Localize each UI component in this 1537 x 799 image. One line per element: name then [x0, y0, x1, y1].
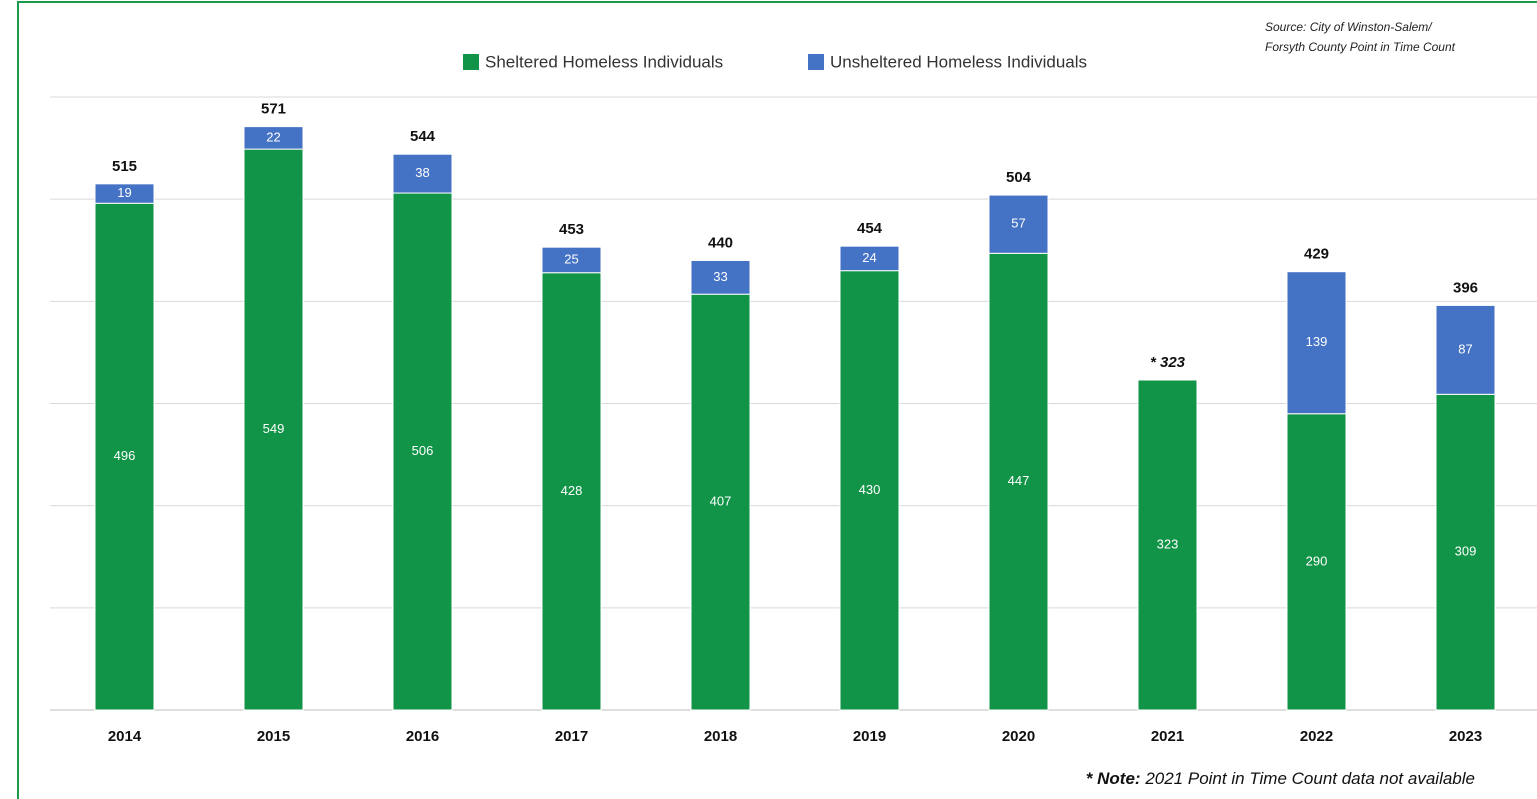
total-label: 571	[261, 101, 286, 118]
data-label: 19	[117, 185, 131, 200]
data-label: 309	[1455, 544, 1477, 559]
source-line: Source: City of Winston-Salem/	[1265, 20, 1433, 34]
bar-segment	[988, 252, 1049, 711]
x-tick-label: 2014	[108, 728, 142, 745]
data-label: 57	[1011, 216, 1025, 231]
x-tick-label: 2019	[853, 728, 886, 745]
bar-segment	[94, 183, 155, 204]
note-label: * Note:	[1086, 769, 1141, 788]
bar-segment	[243, 148, 304, 711]
bar-segment	[541, 272, 602, 711]
bar-segment	[839, 245, 900, 272]
x-tick-label: 2016	[406, 728, 439, 745]
total-label: 454	[857, 220, 883, 237]
data-label: 290	[1306, 553, 1328, 568]
data-label: 407	[710, 494, 732, 509]
note: * Note: 2021 Point in Time Count data no…	[1086, 769, 1475, 788]
bar-segment	[690, 259, 751, 295]
data-label: 496	[114, 448, 136, 463]
bar-segment	[94, 202, 155, 711]
data-label: 24	[862, 250, 876, 265]
total-label: 453	[559, 221, 584, 238]
data-label: 25	[564, 251, 578, 266]
x-tick-label: 2018	[704, 728, 737, 745]
chart-border	[17, 1, 1537, 799]
data-label: 506	[412, 443, 434, 458]
x-tick-label: 2020	[1002, 728, 1035, 745]
legend-swatch	[463, 54, 479, 70]
data-label: 22	[266, 129, 280, 144]
bar-segment	[1286, 271, 1347, 415]
bar-segment	[839, 270, 900, 711]
note-text: 2021 Point in Time Count data not availa…	[1144, 769, 1475, 788]
bar-segment	[1435, 393, 1496, 711]
bar-segment	[243, 126, 304, 150]
x-tick-label: 2015	[257, 728, 290, 745]
data-label: 33	[713, 269, 727, 284]
data-label: 549	[263, 421, 285, 436]
source-line: Forsyth County Point in Time Count	[1265, 40, 1456, 54]
legend-label: Sheltered Homeless Individuals	[485, 52, 723, 71]
x-tick-label: 2017	[555, 728, 588, 745]
data-label: 139	[1306, 334, 1328, 349]
total-label: 544	[410, 128, 436, 145]
legend-swatch	[808, 54, 824, 70]
bar-segment	[1286, 413, 1347, 711]
data-label: 38	[415, 165, 429, 180]
total-label: 504	[1006, 169, 1032, 186]
bar-segment	[392, 153, 453, 194]
total-label: 440	[708, 234, 733, 251]
data-label: 428	[561, 483, 583, 498]
total-label: 429	[1304, 246, 1329, 263]
total-label: 396	[1453, 279, 1478, 296]
x-tick-label: 2021	[1151, 728, 1184, 745]
data-label: 87	[1458, 341, 1472, 356]
data-label: 447	[1008, 473, 1030, 488]
bar-segment	[988, 194, 1049, 254]
bar-segment	[1137, 379, 1198, 711]
x-tick-label: 2023	[1449, 728, 1482, 745]
bar-segment	[1435, 304, 1496, 395]
bar-segment	[541, 246, 602, 274]
bar-segment	[690, 293, 751, 711]
legend-label: Unsheltered Homeless Individuals	[830, 52, 1087, 71]
total-label: * 323	[1150, 354, 1186, 371]
data-label: 323	[1157, 536, 1179, 551]
total-label: 515	[112, 158, 137, 175]
x-tick-label: 2022	[1300, 728, 1333, 745]
data-label: 430	[859, 482, 881, 497]
